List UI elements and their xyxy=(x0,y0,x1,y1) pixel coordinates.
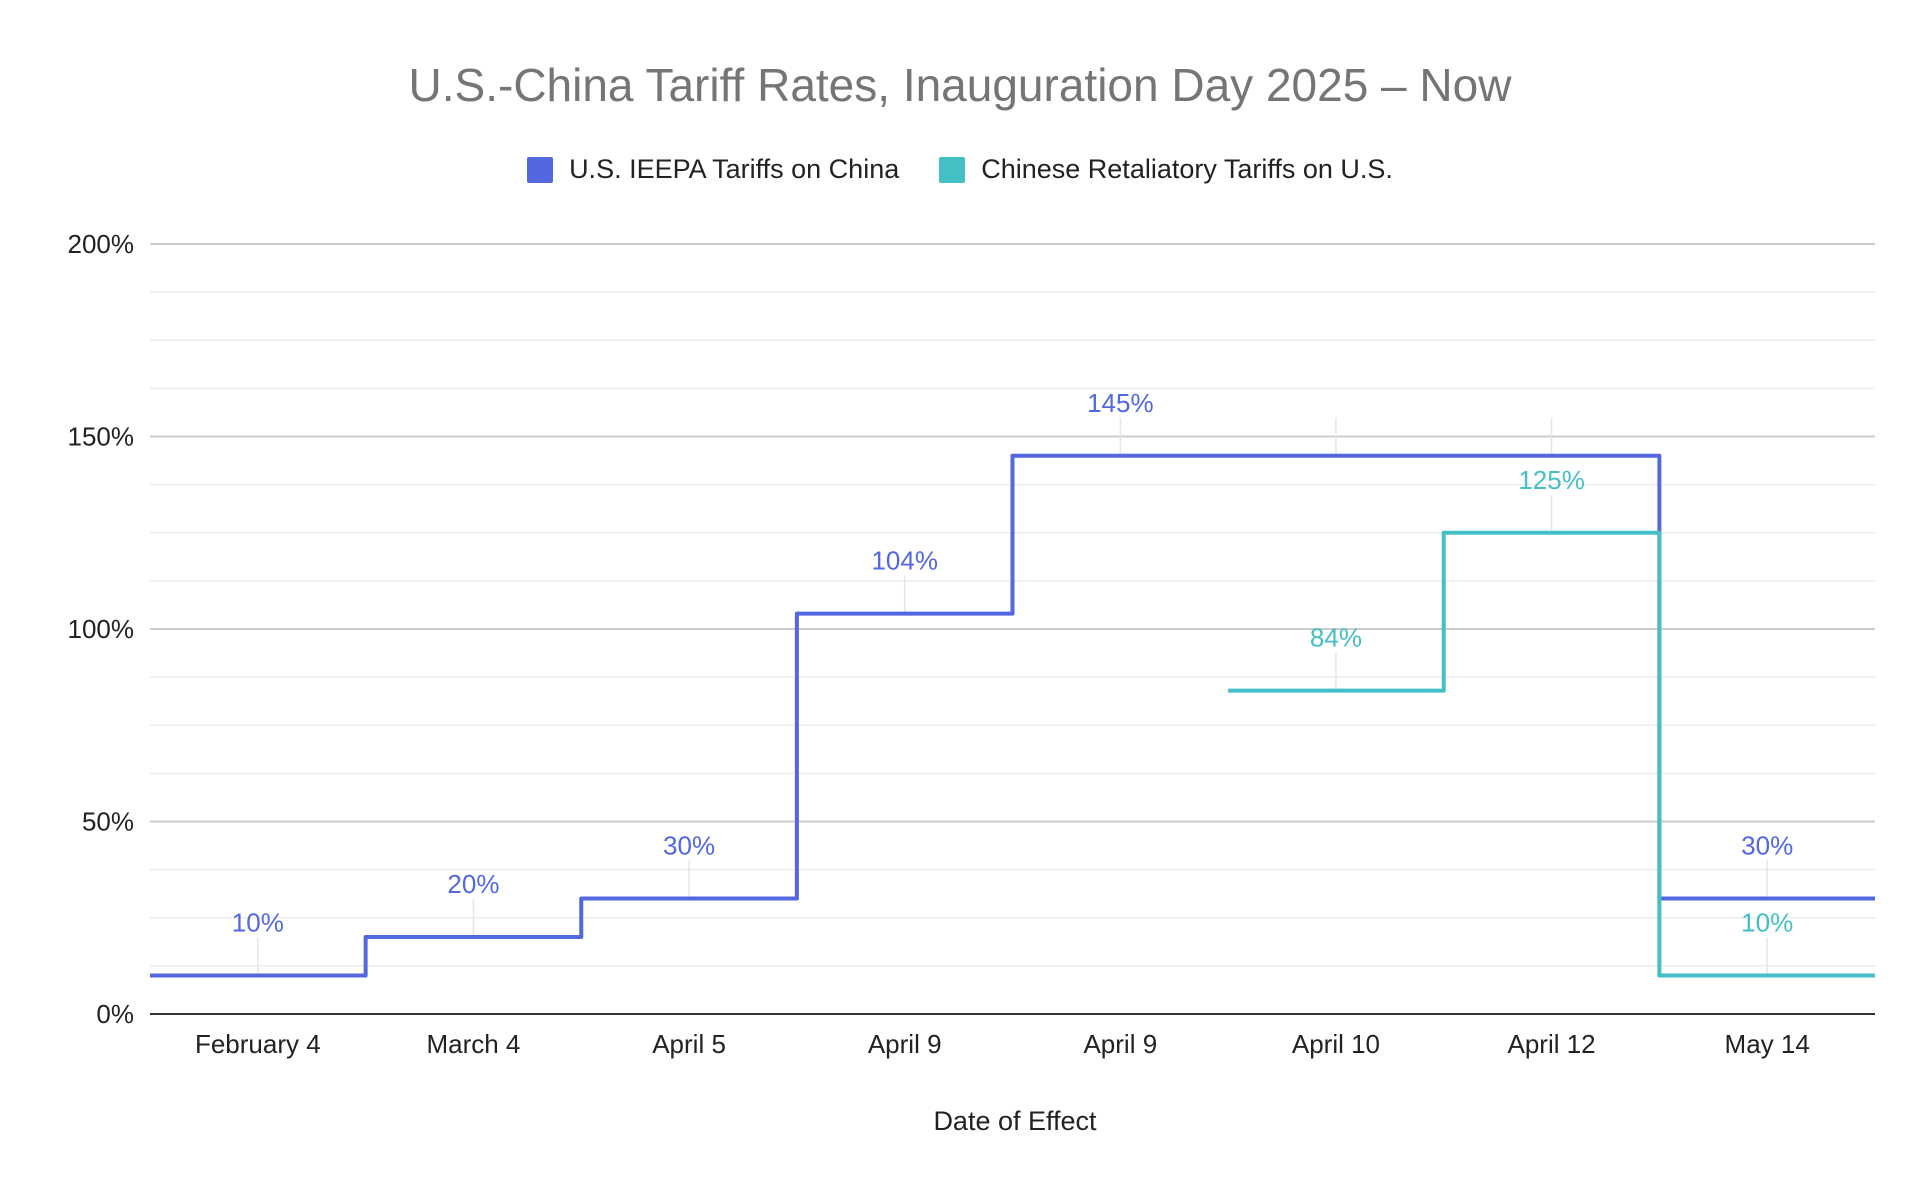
x-tick-label: April 5 xyxy=(652,1029,726,1059)
legend-label-china: Chinese Retaliatory Tariffs on U.S. xyxy=(981,154,1393,184)
x-tick-label: February 4 xyxy=(195,1029,321,1059)
data-label: 10% xyxy=(232,908,284,938)
x-tick-label: April 9 xyxy=(868,1029,942,1059)
legend-swatch-us xyxy=(527,156,554,183)
legend: U.S. IEEPA Tariffs on China Chinese Reta… xyxy=(0,154,1920,185)
y-tick-label: 150% xyxy=(68,422,135,452)
y-tick-label: 100% xyxy=(68,614,135,644)
y-tick-label: 50% xyxy=(82,807,134,837)
data-label: 30% xyxy=(663,831,715,861)
x-tick-label: April 9 xyxy=(1083,1029,1157,1059)
series-line-0 xyxy=(150,453,1875,978)
x-axis-title: Date of Effect xyxy=(933,1106,1097,1136)
chart-title: U.S.-China Tariff Rates, Inauguration Da… xyxy=(408,59,1512,111)
data-label: 84% xyxy=(1310,623,1362,653)
legend-label-us: U.S. IEEPA Tariffs on China xyxy=(569,154,900,184)
data-label: 145% xyxy=(1087,388,1154,418)
legend-item-us[interactable]: U.S. IEEPA Tariffs on China xyxy=(527,154,899,185)
legend-item-china[interactable]: Chinese Retaliatory Tariffs on U.S. xyxy=(939,154,1393,185)
x-tick-label: May 14 xyxy=(1725,1029,1810,1059)
y-tick-label: 0% xyxy=(96,999,134,1029)
x-tick-label: March 4 xyxy=(426,1029,520,1059)
data-label: 30% xyxy=(1741,831,1793,861)
data-label: 10% xyxy=(1741,908,1793,938)
data-label: 104% xyxy=(871,546,938,576)
x-tick-label: April 12 xyxy=(1507,1029,1595,1059)
legend-swatch-china xyxy=(939,156,966,183)
data-label: 20% xyxy=(447,869,499,899)
x-tick-label: April 10 xyxy=(1292,1029,1380,1059)
data-label: 125% xyxy=(1518,465,1585,495)
series-line-1 xyxy=(1228,530,1875,978)
y-tick-label: 200% xyxy=(68,229,135,259)
